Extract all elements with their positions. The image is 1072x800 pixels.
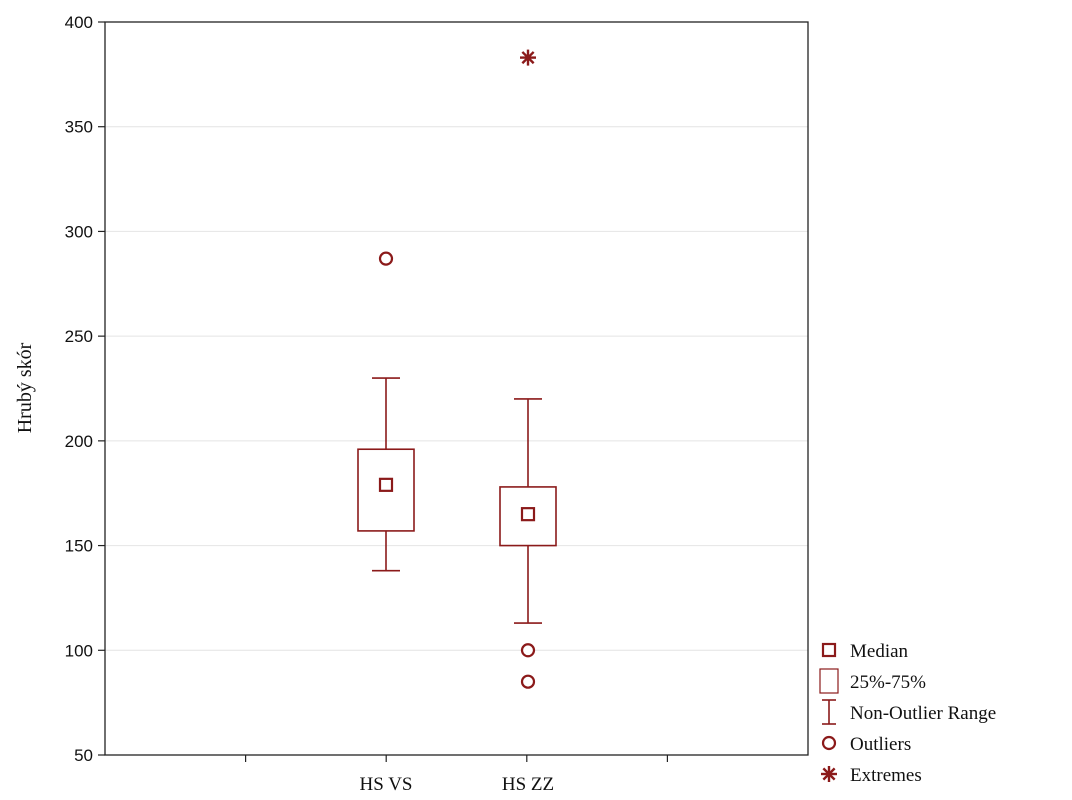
extreme-star-stroke [822,767,836,781]
legend-label: Non-Outlier Range [850,703,996,724]
x-axis-category-labels: HS VS HS ZZ [360,774,555,795]
outlier-point [520,643,536,658]
median-marker [378,477,394,492]
x-category-label: HS ZZ [502,774,554,795]
outlier-point [520,674,536,689]
iqr-box [499,486,557,547]
y-axis-title: Hrubý skór [14,342,36,433]
legend-item-extreme: Extremes [821,765,922,786]
y-tick-label: 50 [74,746,93,765]
y-tick-label: 150 [65,537,93,556]
box-series [357,49,557,689]
x-axis-ticks [245,755,669,762]
legend-item-range: Non-Outlier Range [822,699,996,725]
extreme-point [520,49,536,66]
plot-frame [104,21,809,756]
legend-label: Extremes [850,765,922,786]
legend-label: 25%-75% [850,672,926,693]
y-tick-label: 200 [65,432,93,451]
extreme-point [821,766,837,782]
legend-label: Outliers [850,734,911,755]
legend-outlier-symbol [821,735,837,751]
legend-box-symbol [819,668,839,694]
x-category-label: HS VS [360,774,413,795]
box-hs-vs [357,251,415,572]
legend-label: Median [850,641,909,662]
y-tick-label: 250 [65,327,93,346]
extreme-star-stroke [521,51,535,65]
legend-median-symbol [821,642,837,658]
y-tick-label: 300 [65,222,93,241]
box-hs-zz [499,49,557,689]
y-tick-label: 100 [65,641,93,660]
y-axis-tick-labels: 50 100 150 200 250 300 350 400 [65,13,105,765]
legend-item-median: Median [821,641,909,662]
gridlines [105,126,808,651]
legend-item-outlier: Outliers [821,734,911,755]
y-tick-label: 400 [65,13,93,32]
legend: Median 25%-75% Non-Outlier Range Outliers Ex… [819,641,996,786]
legend-item-box: 25%-75% [819,668,926,694]
y-tick-label: 350 [65,118,93,137]
median-marker [520,507,536,522]
outlier-point [378,251,394,266]
